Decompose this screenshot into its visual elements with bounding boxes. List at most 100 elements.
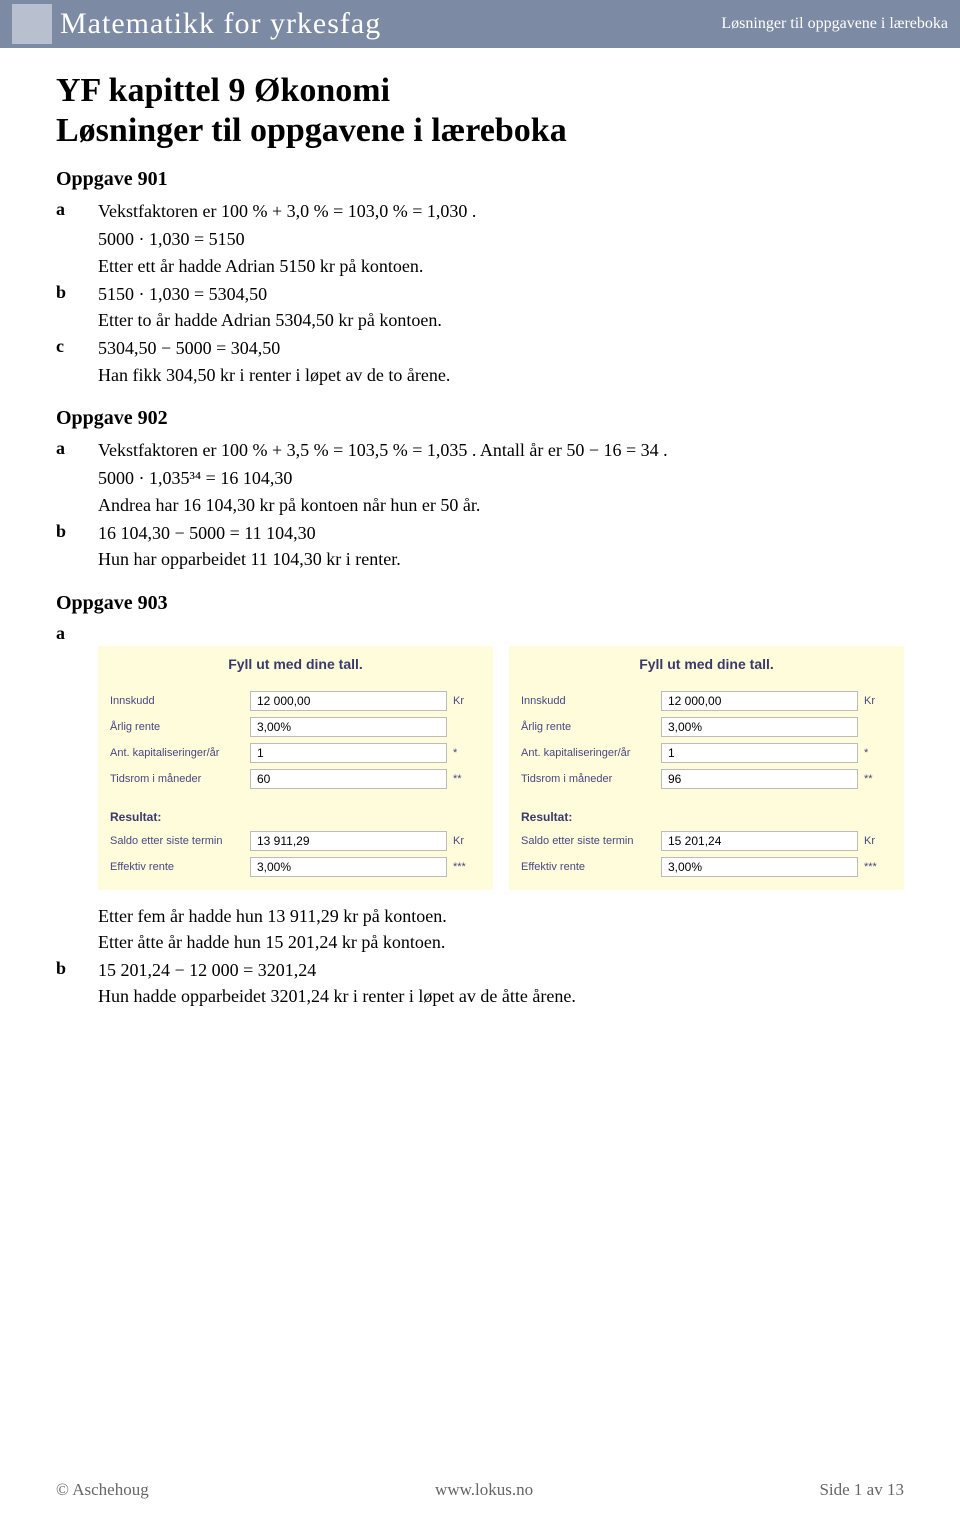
- unit-label: ***: [453, 861, 481, 873]
- oppgave-903-b: b 15 201,24 − 12 000 = 3201,24 Hun hadde…: [56, 958, 904, 1011]
- part-label-b: b: [56, 958, 98, 979]
- calc-row-arlig: Årlig rente: [509, 714, 904, 740]
- part-label-b: b: [56, 521, 98, 542]
- text-line: 15 201,24 − 12 000 = 3201,24: [98, 958, 576, 982]
- oppgave-903-a: a: [56, 623, 904, 644]
- panel-header: Fyll ut med dine tall.: [98, 646, 493, 688]
- tidsrom-input[interactable]: [661, 769, 858, 789]
- page-header: Matematikk for yrkesfag Løsninger til op…: [0, 0, 960, 48]
- kapitaliseringer-input[interactable]: [250, 743, 447, 763]
- calc-row-ant: Ant. kapitaliseringer/år *: [509, 740, 904, 766]
- field-label: Ant. kapitaliseringer/år: [521, 747, 661, 759]
- text-line: Etter fem år hadde hun 13 911,29 kr på k…: [98, 904, 447, 928]
- unit-label: **: [864, 773, 892, 785]
- oppgave-901-title: Oppgave 901: [56, 168, 904, 191]
- field-label: Saldo etter siste termin: [521, 835, 661, 847]
- calc-row-tidsrom: Tidsrom i måneder **: [509, 766, 904, 792]
- part-label-a: a: [56, 438, 98, 459]
- field-label: Ant. kapitaliseringer/år: [110, 747, 250, 759]
- page-footer: © Aschehoug www.lokus.no Side 1 av 13: [0, 1471, 960, 1516]
- effektiv-rente-output: [661, 857, 858, 877]
- text-line: 5150 · 1,030 = 5304,50: [98, 282, 442, 306]
- saldo-output: [661, 831, 858, 851]
- effektiv-rente-output: [250, 857, 447, 877]
- tidsrom-input[interactable]: [250, 769, 447, 789]
- calc-line: 5000 · 1,030 = 5150 Etter ett år hadde A…: [56, 227, 904, 280]
- chapter-title: YF kapittel 9 Økonomi: [56, 72, 904, 110]
- field-label: Tidsrom i måneder: [521, 773, 661, 785]
- part-body: 5304,50 − 5000 = 304,50 Han fikk 304,50 …: [98, 336, 450, 389]
- field-label: Saldo etter siste termin: [110, 835, 250, 847]
- kapitaliseringer-input[interactable]: [661, 743, 858, 763]
- part-body: 15 201,24 − 12 000 = 3201,24 Hun hadde o…: [98, 958, 576, 1011]
- part-body: Etter fem år hadde hun 13 911,29 kr på k…: [98, 904, 447, 957]
- part-label-c: c: [56, 336, 98, 357]
- unit-label: *: [864, 747, 892, 759]
- header-left: Matematikk for yrkesfag: [12, 4, 381, 44]
- unit-label: Kr: [453, 835, 481, 847]
- part-body: 5000 · 1,035³⁴ = 16 104,30 Andrea har 16…: [98, 466, 480, 519]
- part-body: 5000 · 1,030 = 5150 Etter ett år hadde A…: [98, 227, 423, 280]
- calc-line: 5000 · 1,035³⁴ = 16 104,30 Andrea har 16…: [56, 466, 904, 519]
- oppgave-902-b: b 16 104,30 − 5000 = 11 104,30 Hun har o…: [56, 521, 904, 574]
- part-label-a: a: [56, 623, 98, 644]
- text-line: 5000 · 1,035³⁴ = 16 104,30: [98, 466, 480, 490]
- part-body: 5150 · 1,030 = 5304,50 Etter to år hadde…: [98, 282, 442, 335]
- oppgave-903-title: Oppgave 903: [56, 592, 904, 615]
- calculator-panels: Fyll ut med dine tall. Innskudd Kr Årlig…: [98, 646, 904, 890]
- field-label: Effektiv rente: [110, 861, 250, 873]
- text-line: Etter ett år hadde Adrian 5150 kr på kon…: [98, 254, 423, 278]
- unit-label: ***: [864, 861, 892, 873]
- arlig-rente-input[interactable]: [250, 717, 447, 737]
- saldo-output: [250, 831, 447, 851]
- result-header: Resultat:: [509, 798, 904, 828]
- calc-row-saldo: Saldo etter siste termin Kr: [98, 828, 493, 854]
- part-body: Vekstfaktoren er 100 % + 3,5 % = 103,5 %…: [98, 438, 668, 464]
- oppgave-902-title: Oppgave 902: [56, 407, 904, 430]
- calc-row-innskudd: Innskudd Kr: [509, 688, 904, 714]
- arlig-rente-input[interactable]: [661, 717, 858, 737]
- calc-row-effektiv: Effektiv rente ***: [98, 854, 493, 880]
- oppgave-901-c: c 5304,50 − 5000 = 304,50 Han fikk 304,5…: [56, 336, 904, 389]
- header-title: Matematikk for yrkesfag: [60, 7, 381, 41]
- footer-url: www.lokus.no: [435, 1480, 533, 1500]
- unit-label: *: [453, 747, 481, 759]
- oppgave-901-b: b 5150 · 1,030 = 5304,50 Etter to år had…: [56, 282, 904, 335]
- oppgave-901-a: a Vekstfaktoren er 100 % + 3,0 % = 103,0…: [56, 199, 904, 225]
- panel-header: Fyll ut med dine tall.: [509, 646, 904, 688]
- main-content: YF kapittel 9 Økonomi Løsninger til oppg…: [0, 48, 960, 1011]
- calc-row-tidsrom: Tidsrom i måneder **: [98, 766, 493, 792]
- unit-label: Kr: [453, 695, 481, 707]
- text-line: 16 104,30 − 5000 = 11 104,30: [98, 521, 401, 545]
- footer-page-number: Side 1 av 13: [819, 1480, 904, 1500]
- oppgave-902-a: a Vekstfaktoren er 100 % + 3,5 % = 103,5…: [56, 438, 904, 464]
- unit-label: Kr: [864, 695, 892, 707]
- part-label-b: b: [56, 282, 98, 303]
- field-label: Innskudd: [110, 695, 250, 707]
- calc-row-arlig: Årlig rente: [98, 714, 493, 740]
- part-body: Vekstfaktoren er 100 % + 3,0 % = 103,0 %…: [98, 199, 476, 225]
- innskudd-input[interactable]: [250, 691, 447, 711]
- chapter-subtitle: Løsninger til oppgavene i læreboka: [56, 112, 904, 150]
- unit-label: **: [453, 773, 481, 785]
- text-line: 5304,50 − 5000 = 304,50: [98, 336, 450, 360]
- unit-label: Kr: [864, 835, 892, 847]
- innskudd-input[interactable]: [661, 691, 858, 711]
- header-logo-icon: [12, 4, 52, 44]
- text-line: Hun har opparbeidet 11 104,30 kr i rente…: [98, 547, 401, 571]
- text-line: Han fikk 304,50 kr i renter i løpet av d…: [98, 363, 450, 387]
- calculator-panel-2: Fyll ut med dine tall. Innskudd Kr Årlig…: [509, 646, 904, 890]
- text-line: Vekstfaktoren er 100 % + 3,5 % = 103,5 %…: [98, 438, 668, 462]
- footer-copyright: © Aschehoug: [56, 1480, 149, 1500]
- field-label: Årlig rente: [110, 721, 250, 733]
- header-subtitle: Løsninger til oppgavene i læreboka: [721, 15, 948, 33]
- text-line: 5000 · 1,030 = 5150: [98, 227, 423, 251]
- calculator-panel-1: Fyll ut med dine tall. Innskudd Kr Årlig…: [98, 646, 493, 890]
- text-line: Hun hadde opparbeidet 3201,24 kr i rente…: [98, 984, 576, 1008]
- calc-row-ant: Ant. kapitaliseringer/år *: [98, 740, 493, 766]
- calc-row-saldo: Saldo etter siste termin Kr: [509, 828, 904, 854]
- oppgave-903-after: Etter fem år hadde hun 13 911,29 kr på k…: [56, 904, 904, 957]
- field-label: Tidsrom i måneder: [110, 773, 250, 785]
- calc-row-innskudd: Innskudd Kr: [98, 688, 493, 714]
- part-label-a: a: [56, 199, 98, 220]
